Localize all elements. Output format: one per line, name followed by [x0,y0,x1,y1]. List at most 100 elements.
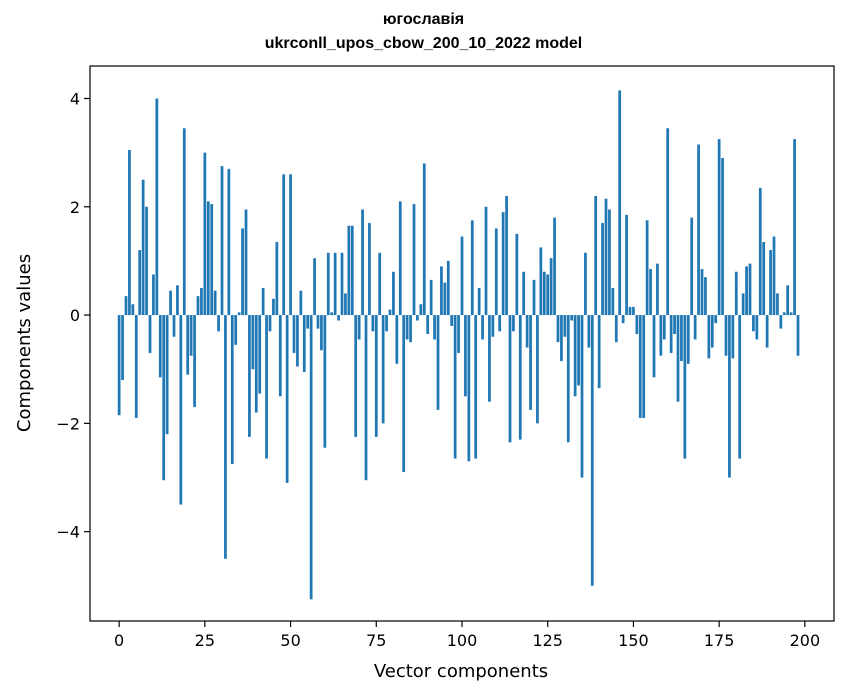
bar [368,223,371,316]
y-tick-label: 4 [70,89,80,108]
bar [656,263,659,316]
bar [536,315,539,424]
bar [460,236,464,316]
bar [320,315,323,351]
bar [405,315,409,340]
bar [292,315,296,353]
bar [789,312,793,316]
bar [666,128,670,316]
bar [440,266,443,316]
bar [395,315,399,364]
bar [206,201,210,316]
bar [741,293,745,316]
bar [165,315,169,435]
bar [254,315,258,413]
bar [594,195,598,316]
bar [419,304,423,316]
bar [704,277,707,316]
y-axis-label: Components values [14,254,35,432]
bar [337,315,340,321]
bar [628,306,632,316]
bar [309,315,313,600]
bar [155,98,159,316]
bar [645,220,649,316]
bar [731,315,735,359]
bar [752,315,755,332]
bar [172,315,176,337]
bar [323,315,327,448]
bar [131,304,135,316]
bar [608,209,611,316]
bar [227,168,231,316]
bar [169,290,172,316]
x-tick-label: 0 [114,631,124,650]
bar [604,198,608,316]
bar [409,315,412,343]
y-axis: −4 −2 0 2 4 [56,89,90,542]
bar [275,241,279,316]
bar [374,315,378,437]
bar [344,293,347,316]
bar [566,315,570,443]
bar [587,315,591,348]
bar [518,315,522,440]
bar [162,315,166,481]
bar [138,250,142,316]
bar [268,315,272,332]
bar [121,315,124,381]
bar [494,228,498,316]
bar [213,290,217,316]
bar [474,315,478,459]
bar [560,315,563,362]
bar [416,315,419,321]
bar [618,90,622,316]
bar [539,247,543,316]
bar [669,315,673,353]
bar [453,315,457,459]
bar [755,315,759,340]
bar [590,315,594,586]
bar [638,315,642,418]
bar [340,252,344,316]
bar [652,315,656,378]
bar [422,163,426,316]
bar [686,315,690,364]
bar [176,285,179,316]
bar [196,296,200,316]
bar [748,263,752,316]
bar [124,296,128,316]
bar [347,225,351,316]
bar [436,315,440,410]
bar [573,315,577,397]
bar [450,315,454,326]
x-tick-label: 175 [704,631,735,650]
bar [364,315,368,481]
bar [488,315,491,402]
bar [244,209,248,316]
bar [481,315,484,340]
bar [158,315,162,378]
bar [330,312,334,316]
bar [464,315,467,397]
bar [224,315,227,559]
y-tick-label: 0 [70,306,80,325]
bar [580,315,584,478]
bar [659,315,663,356]
bar [625,214,628,316]
bar [217,315,220,332]
bar [350,225,354,316]
bar [230,315,234,464]
bar [388,309,392,316]
bar [261,288,265,316]
bar [272,298,275,316]
bar [642,315,646,418]
bar [676,315,680,402]
x-tick-label: 150 [618,631,649,650]
bar [361,209,364,316]
bar [251,315,255,370]
bar [734,271,738,316]
y-tick-label: 2 [70,198,80,217]
bar [241,228,244,316]
bar [302,315,306,372]
bar [285,315,289,483]
